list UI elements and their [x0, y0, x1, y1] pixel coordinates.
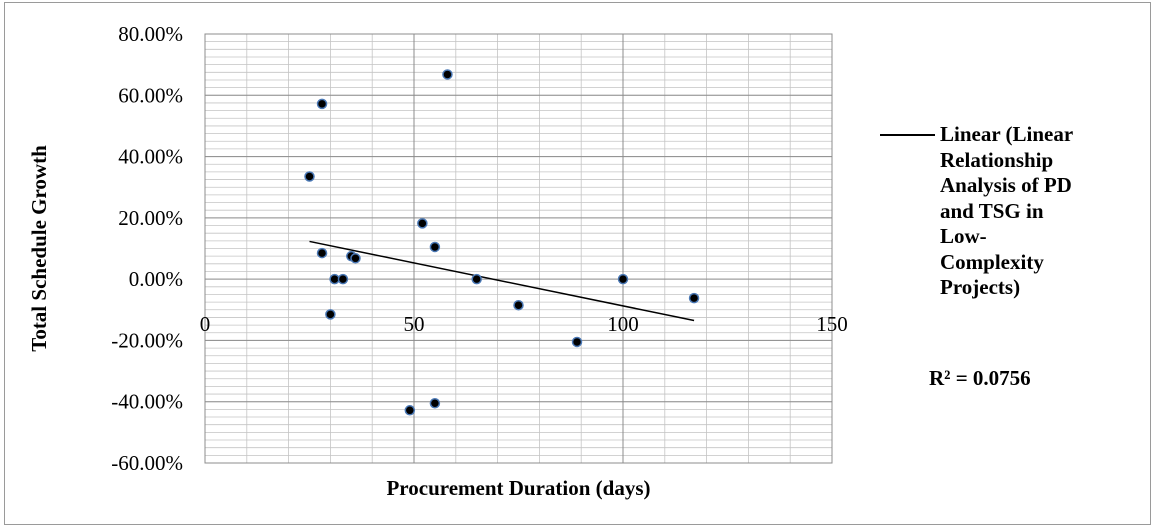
data-point: [429, 241, 441, 253]
y-tick-label: 40.00%: [118, 145, 183, 169]
y-tick-label: -20.00%: [111, 328, 183, 352]
legend-trendline-swatch: [880, 134, 935, 136]
x-tick-label: 50: [404, 312, 425, 336]
x-tick-label: 100: [607, 312, 639, 336]
x-tick-label: 150: [816, 312, 848, 336]
r-squared-label: R² = 0.0756: [929, 366, 1031, 390]
y-tick-label: 60.00%: [118, 83, 183, 107]
data-point: [325, 309, 336, 320]
chart-frame: [4, 2, 1151, 525]
x-axis-title: Procurement Duration (days): [386, 476, 650, 500]
data-point: [316, 98, 328, 110]
trendline: [309, 240, 695, 322]
data-point: [513, 299, 524, 311]
y-tick-label: 0.00%: [129, 267, 183, 291]
x-tick-label: 0: [200, 312, 211, 336]
y-tick-label: -40.00%: [111, 390, 183, 414]
y-tick-label: 80.00%: [118, 22, 183, 46]
data-point: [337, 273, 349, 285]
data-point: [429, 397, 441, 409]
plot-area-border: [204, 33, 833, 464]
legend: Linear (Linear Relationship Analysis of …: [880, 122, 1090, 301]
data-point: [304, 171, 315, 182]
data-point: [688, 292, 700, 304]
data-point: [471, 273, 482, 285]
y-tick-label: 20.00%: [118, 206, 183, 230]
data-point: [442, 69, 453, 80]
data-point: [316, 247, 328, 259]
data-point: [417, 218, 428, 229]
data-point: [571, 336, 583, 348]
y-tick-label: -60.00%: [111, 451, 183, 475]
y-axis-title: Total Schedule Growth: [27, 145, 51, 352]
legend-trendline-label: Linear (Linear Relationship Analysis of …: [940, 122, 1073, 299]
data-point: [617, 273, 629, 285]
data-point: [350, 253, 361, 264]
data-point: [404, 405, 416, 416]
